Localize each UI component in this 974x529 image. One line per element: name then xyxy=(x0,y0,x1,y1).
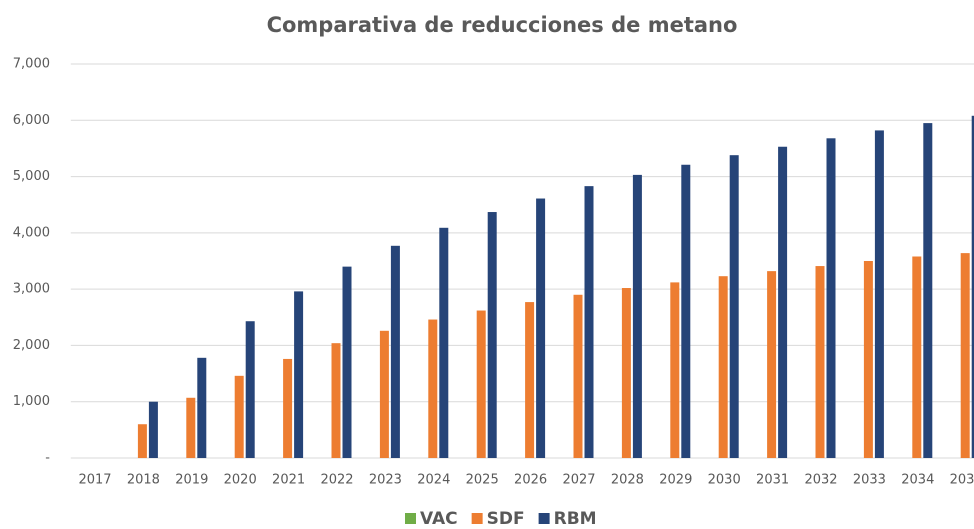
legend-swatch xyxy=(405,513,416,524)
bar xyxy=(234,375,244,458)
bar xyxy=(778,146,788,459)
y-tick-label: 2,000 xyxy=(13,338,50,353)
bar xyxy=(439,227,449,458)
bar xyxy=(874,130,884,458)
bar xyxy=(826,138,836,458)
legend-label: VAC xyxy=(420,509,458,529)
x-tick-label: 2026 xyxy=(514,473,547,488)
bar xyxy=(681,164,691,458)
x-tick-label: 2028 xyxy=(611,473,644,488)
bar xyxy=(148,401,158,458)
bar xyxy=(670,282,680,458)
bar xyxy=(487,212,497,458)
bar xyxy=(137,424,147,458)
bar xyxy=(294,291,304,458)
bar xyxy=(283,358,293,458)
bar xyxy=(428,319,438,458)
x-tick-label: 2025 xyxy=(466,473,499,488)
x-tick-label: 2034 xyxy=(901,473,934,488)
x-tick-label: 2027 xyxy=(562,473,595,488)
bar xyxy=(912,256,922,458)
legend-swatch xyxy=(471,513,483,524)
x-tick-label: 2017 xyxy=(78,473,111,488)
y-tick-label: 6,000 xyxy=(13,113,50,128)
x-tick-label: 2032 xyxy=(804,473,837,488)
bar xyxy=(718,276,728,458)
x-tick-label: 2020 xyxy=(224,473,257,488)
bar xyxy=(815,266,825,458)
bar xyxy=(379,330,389,458)
y-tick-label: 5,000 xyxy=(13,169,50,184)
y-tick-label: 3,000 xyxy=(13,282,50,297)
x-tick-label: 2023 xyxy=(369,473,402,488)
bar xyxy=(923,123,933,458)
x-tick-label: 2018 xyxy=(127,473,160,488)
bar xyxy=(245,321,255,458)
y-tick-label: 4,000 xyxy=(13,225,50,240)
y-tick-label: 7,000 xyxy=(13,57,50,72)
legend-label: RBM xyxy=(554,509,597,529)
bar xyxy=(197,357,207,458)
y-tick-label: - xyxy=(45,451,50,466)
bar xyxy=(729,155,739,458)
bar xyxy=(342,266,352,458)
x-tick-label: 2021 xyxy=(272,473,305,488)
bar xyxy=(960,253,970,458)
x-tick-label: 2031 xyxy=(756,473,789,488)
bar xyxy=(536,198,546,458)
bar xyxy=(390,245,400,458)
bar xyxy=(584,186,594,458)
chart-title: Comparativa de reducciones de metano xyxy=(267,13,738,37)
bar xyxy=(767,271,777,458)
x-tick-label: 2030 xyxy=(708,473,741,488)
legend-swatch xyxy=(538,513,550,524)
bar xyxy=(573,294,583,458)
x-tick-label: 2029 xyxy=(659,473,692,488)
bar xyxy=(525,302,535,458)
x-tick-label: 2033 xyxy=(853,473,886,488)
bar xyxy=(632,174,642,458)
bar xyxy=(186,397,196,458)
x-tick-label: 2019 xyxy=(175,473,208,488)
bar xyxy=(621,288,631,458)
x-tick-label: 2024 xyxy=(417,473,450,488)
x-tick-label: 2022 xyxy=(320,473,353,488)
legend-label: SDF xyxy=(487,509,525,529)
bar xyxy=(863,261,873,458)
bar xyxy=(476,310,486,458)
bar xyxy=(971,115,974,458)
bar xyxy=(331,343,341,458)
x-tick-label: 2035 xyxy=(950,473,974,488)
y-tick-label: 1,000 xyxy=(13,394,50,409)
